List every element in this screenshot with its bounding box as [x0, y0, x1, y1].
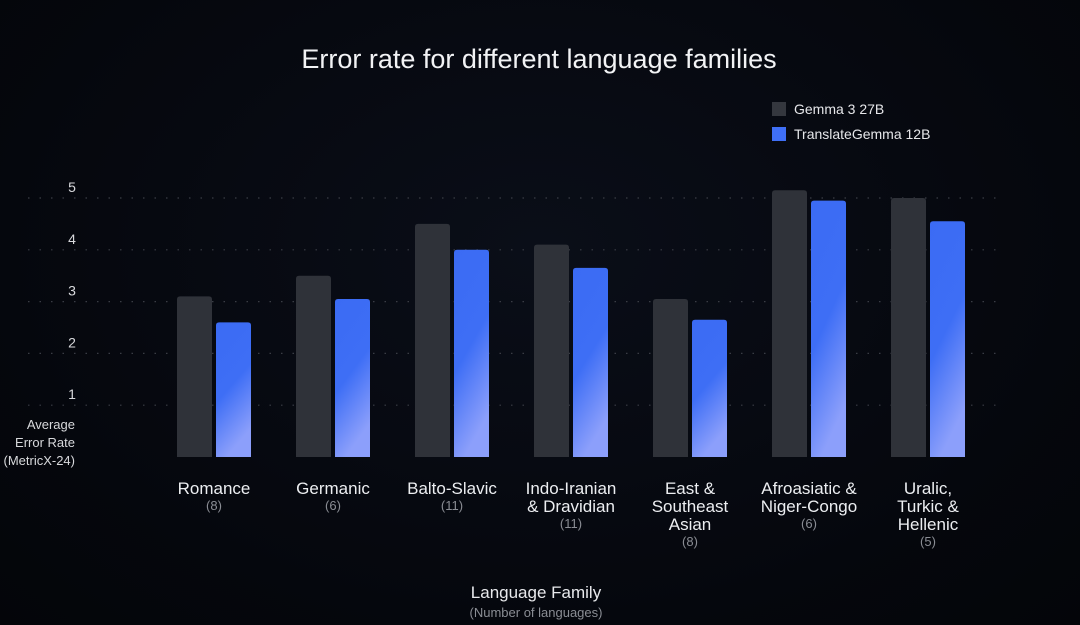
category-count: (11) — [441, 498, 463, 513]
bar-gemma — [891, 198, 926, 457]
bar-translategemma — [930, 221, 965, 457]
bar-gemma — [415, 223, 450, 457]
x-tick-labels: Romance(8)Germanic(6)Balto-Slavic(11)Ind… — [178, 479, 960, 549]
x-axis-label: Language Family — [471, 583, 602, 602]
category-count: (5) — [920, 534, 936, 549]
bar-gemma — [772, 190, 807, 458]
bar-translategemma — [573, 267, 608, 457]
legend-label: TranslateGemma 12B — [794, 126, 930, 142]
category-count: (6) — [325, 498, 341, 513]
y-tick-labels: 1 2 3 4 5 — [68, 179, 76, 402]
y-axis-label: Average Error Rate (MetricX-24) — [3, 417, 75, 468]
category-label: Niger-Congo — [761, 497, 857, 516]
category-label: Indo-Iranian — [526, 479, 617, 498]
y-axis-label-line: Average — [27, 417, 75, 432]
category-count: (8) — [682, 534, 698, 549]
y-tick-label: 5 — [68, 179, 76, 195]
legend-swatch — [772, 127, 786, 141]
bar-translategemma — [692, 319, 727, 457]
y-axis-label-line: (MetricX-24) — [3, 453, 75, 468]
y-tick-label: 4 — [68, 231, 76, 247]
bars — [177, 190, 965, 458]
category-label: Balto-Slavic — [407, 479, 497, 498]
legend-swatch — [772, 102, 786, 116]
y-tick-label: 1 — [68, 386, 76, 402]
category-label: East & — [665, 479, 716, 498]
category-label: Germanic — [296, 479, 370, 498]
category-label: & Dravidian — [527, 497, 615, 516]
y-tick-label: 2 — [68, 334, 76, 350]
legend-label: Gemma 3 27B — [794, 101, 884, 117]
category-label: Uralic, — [904, 479, 952, 498]
bar-translategemma — [335, 299, 370, 457]
bar-gemma — [653, 299, 688, 457]
y-axis-label-line: Error Rate — [15, 435, 75, 450]
bar-gemma — [296, 275, 331, 457]
bar-translategemma — [811, 200, 846, 457]
category-label: Southeast — [652, 497, 729, 516]
category-count: (11) — [560, 516, 582, 531]
bar-translategemma — [454, 249, 489, 457]
bar-gemma — [534, 244, 569, 457]
bar-gemma — [177, 296, 212, 457]
chart-title: Error rate for different language famili… — [301, 44, 776, 74]
category-label: Asian — [669, 515, 712, 534]
category-label: Turkic & — [897, 497, 959, 516]
category-label: Hellenic — [898, 515, 959, 534]
bar-translategemma — [216, 322, 251, 457]
legend: Gemma 3 27B TranslateGemma 12B — [772, 101, 930, 142]
y-tick-label: 3 — [68, 283, 76, 299]
category-count: (8) — [206, 498, 222, 513]
gridlines — [28, 197, 1005, 406]
category-label: Romance — [178, 479, 251, 498]
x-axis-sublabel: (Number of languages) — [470, 605, 603, 620]
category-count: (6) — [801, 516, 817, 531]
category-label: Afroasiatic & — [761, 479, 857, 498]
